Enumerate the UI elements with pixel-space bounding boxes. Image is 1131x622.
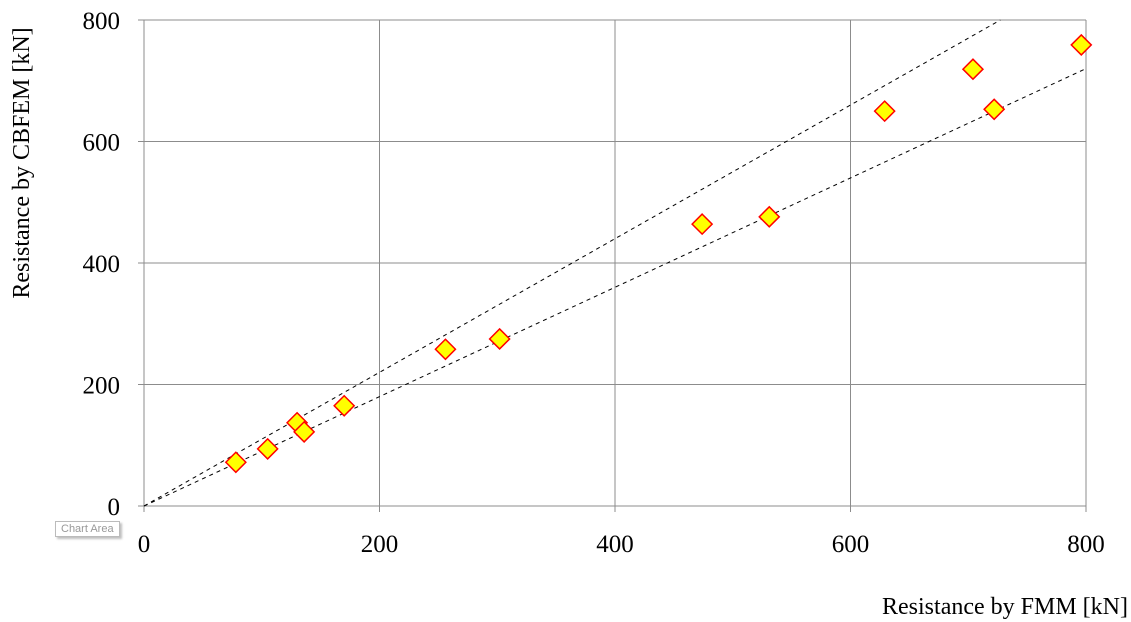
gridlines — [138, 19, 1087, 512]
data-point — [758, 205, 781, 228]
reference-line — [143, 68, 1087, 507]
data-point — [488, 327, 511, 350]
data-point — [333, 394, 356, 417]
data-point — [224, 451, 247, 474]
x-tick-label: 800 — [1067, 531, 1105, 558]
chart-area-tooltip: Chart Area — [55, 521, 120, 537]
data-point — [961, 58, 985, 81]
data-point — [873, 100, 896, 123]
x-tick-label: 600 — [832, 531, 870, 558]
y-tick-label: 600 — [83, 130, 121, 157]
data-point — [691, 213, 714, 236]
data-points — [224, 33, 1093, 474]
x-tick-label: 0 — [138, 531, 151, 558]
data-point — [256, 437, 279, 460]
data-point — [293, 420, 316, 443]
data-point — [434, 338, 457, 361]
y-tick-label: 0 — [108, 494, 121, 521]
data-point — [1070, 33, 1093, 56]
y-tick-label: 800 — [83, 8, 121, 35]
tick-labels: 0 200 400 600 800 0 200 400 600 800 — [83, 8, 1105, 558]
data-point — [983, 98, 1006, 121]
y-axis-label: Resistance by CBFEM [kN] — [9, 27, 35, 298]
x-tick-label: 400 — [596, 531, 634, 558]
reference-lines — [143, 19, 1087, 507]
y-tick-label: 400 — [83, 251, 121, 278]
x-axis-label: Resistance by FMM [kN] — [882, 594, 1128, 620]
x-tick-label: 200 — [361, 531, 399, 558]
y-tick-label: 200 — [83, 373, 121, 400]
